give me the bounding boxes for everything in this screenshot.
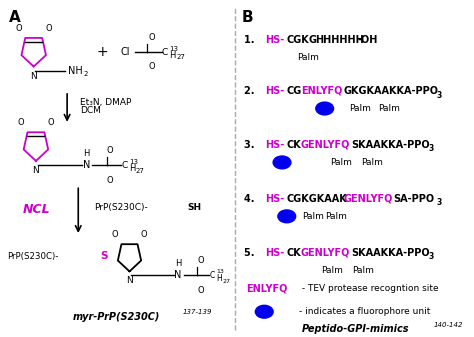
Text: CGKGKAAK: CGKGKAAK: [287, 194, 347, 204]
Text: N: N: [174, 270, 182, 280]
Text: myr-PrP(S230C): myr-PrP(S230C): [73, 312, 160, 322]
Text: NH: NH: [68, 66, 83, 76]
Text: Et₃N, DMAP: Et₃N, DMAP: [81, 98, 132, 107]
Text: 140-142: 140-142: [434, 321, 463, 328]
Text: Cl: Cl: [120, 47, 130, 57]
Text: 27: 27: [176, 54, 185, 60]
Text: Palm: Palm: [378, 104, 400, 113]
Text: H: H: [216, 274, 222, 283]
Text: O: O: [107, 146, 113, 155]
Text: SKAAKKA-PPO: SKAAKKA-PPO: [351, 248, 429, 258]
Text: CGK: CGK: [287, 35, 310, 45]
Text: N: N: [30, 72, 37, 81]
Text: 2.: 2.: [244, 86, 258, 96]
Text: S: S: [100, 251, 108, 261]
Text: 3: 3: [429, 145, 434, 153]
Text: DCM: DCM: [81, 106, 101, 115]
Text: N: N: [83, 160, 91, 170]
Text: NCL: NCL: [23, 203, 50, 216]
Text: 137-139: 137-139: [183, 309, 212, 315]
Text: 3: 3: [436, 91, 441, 99]
Text: HHHHHH: HHHHHH: [315, 35, 364, 45]
Text: C: C: [121, 161, 128, 170]
Text: A: A: [9, 10, 21, 25]
Text: Palm: Palm: [321, 266, 343, 275]
Text: Peptido-GPI-mimics: Peptido-GPI-mimics: [302, 324, 409, 334]
Text: SA-PPO: SA-PPO: [393, 194, 435, 204]
Text: HS-: HS-: [265, 248, 285, 258]
Ellipse shape: [273, 156, 291, 169]
Text: C: C: [162, 48, 168, 57]
Text: Palm: Palm: [302, 212, 324, 221]
Text: O: O: [149, 62, 155, 71]
Text: O: O: [149, 33, 155, 42]
Text: O: O: [111, 230, 118, 239]
Text: B: B: [242, 10, 254, 25]
Text: H: H: [83, 149, 90, 158]
Text: O: O: [107, 176, 113, 185]
Text: 27: 27: [136, 168, 145, 174]
Text: CK: CK: [287, 248, 301, 258]
Text: Palm: Palm: [349, 104, 371, 113]
Text: O: O: [197, 286, 204, 295]
Text: Palm: Palm: [330, 158, 352, 167]
Text: 5.: 5.: [244, 248, 258, 258]
Text: ENLYFQ: ENLYFQ: [246, 283, 288, 293]
Text: C: C: [209, 271, 215, 280]
Text: Palm: Palm: [361, 158, 383, 167]
Text: - indicates a fluorophore unit: - indicates a fluorophore unit: [299, 307, 430, 316]
Text: HS-: HS-: [265, 35, 285, 45]
Ellipse shape: [316, 102, 334, 115]
Text: -OH: -OH: [358, 35, 378, 45]
Text: 27: 27: [222, 279, 230, 284]
Text: SKAAKKA-PPO: SKAAKKA-PPO: [351, 140, 429, 150]
Text: CG: CG: [287, 86, 302, 96]
Text: 4.: 4.: [244, 194, 258, 204]
Text: 1.: 1.: [244, 35, 258, 45]
Text: HS-: HS-: [265, 140, 285, 150]
Text: H: H: [170, 51, 176, 60]
Text: Palm: Palm: [326, 212, 347, 221]
Text: SH: SH: [187, 203, 201, 212]
Text: 2: 2: [84, 71, 88, 77]
Text: +: +: [97, 45, 109, 59]
Ellipse shape: [278, 210, 296, 223]
Text: HS-: HS-: [265, 86, 285, 96]
Text: O: O: [197, 256, 204, 265]
Text: GENLYFQ: GENLYFQ: [344, 194, 393, 204]
Text: G: G: [308, 35, 316, 45]
Text: Palm: Palm: [352, 266, 374, 275]
Text: O: O: [18, 118, 24, 127]
Text: N: N: [33, 166, 39, 175]
Text: GENLYFQ: GENLYFQ: [301, 248, 350, 258]
Text: PrP(S230C)-: PrP(S230C)-: [94, 203, 147, 212]
Text: 13: 13: [129, 159, 138, 165]
Text: O: O: [46, 24, 52, 33]
Text: ENLYFQ: ENLYFQ: [301, 86, 342, 96]
Text: HS-: HS-: [265, 194, 285, 204]
Text: O: O: [15, 24, 22, 33]
Text: GKGKAAKKA-PPO: GKGKAAKKA-PPO: [344, 86, 438, 96]
Text: CK: CK: [287, 140, 301, 150]
Text: 13: 13: [216, 270, 224, 274]
Text: O: O: [48, 118, 55, 127]
Text: O: O: [141, 230, 147, 239]
Text: 13: 13: [170, 46, 179, 52]
Text: 3: 3: [429, 252, 434, 261]
Text: 3: 3: [436, 198, 441, 207]
Text: Palm: Palm: [297, 54, 319, 62]
Text: GENLYFQ: GENLYFQ: [301, 140, 350, 150]
Text: H: H: [129, 164, 136, 173]
Text: 3.: 3.: [244, 140, 258, 150]
Text: H: H: [175, 259, 181, 268]
Ellipse shape: [255, 305, 273, 318]
Text: N: N: [126, 276, 133, 285]
Text: PrP(S230C)-: PrP(S230C)-: [7, 252, 58, 261]
Text: - TEV protease recogntion site: - TEV protease recogntion site: [299, 284, 438, 293]
